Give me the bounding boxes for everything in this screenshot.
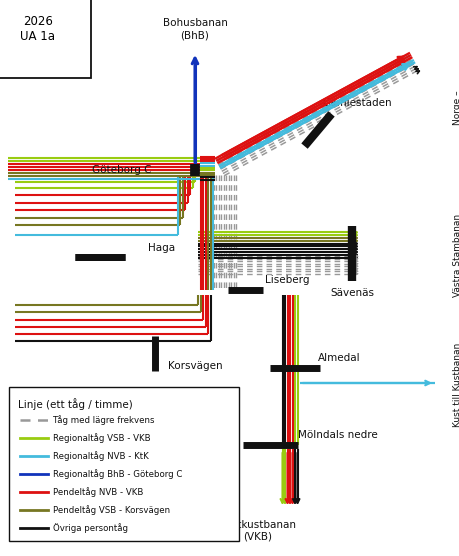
- Text: Haga: Haga: [148, 243, 175, 253]
- FancyBboxPatch shape: [9, 387, 239, 541]
- Text: Övriga persontåg: Övriga persontåg: [53, 523, 128, 533]
- Text: Tåg med lägre frekvens: Tåg med lägre frekvens: [53, 415, 155, 425]
- Text: Västra Stambanan
(VSB): Västra Stambanan (VSB): [453, 214, 459, 296]
- Text: Pendeltåg NVB - VKB: Pendeltåg NVB - VKB: [53, 487, 143, 497]
- Text: Västkustbanan
(VKB): Västkustbanan (VKB): [219, 520, 297, 542]
- Text: Regionaltåg VSB - VKB: Regionaltåg VSB - VKB: [53, 433, 151, 443]
- Text: Liseberg: Liseberg: [265, 275, 309, 285]
- Text: Sävenäs: Sävenäs: [330, 288, 374, 298]
- Text: Almedal: Almedal: [318, 353, 361, 363]
- Text: Bohusbanan
(BhB): Bohusbanan (BhB): [162, 18, 228, 40]
- Text: Mölndals nedre: Mölndals nedre: [298, 430, 378, 440]
- Text: Korsvägen: Korsvägen: [168, 361, 223, 371]
- Text: 2026
UA 1a: 2026 UA 1a: [21, 15, 56, 43]
- Text: Regionaltåg BhB - Göteborg C: Regionaltåg BhB - Göteborg C: [53, 469, 182, 479]
- Text: Pendeltåg VSB - Korsvägen: Pendeltåg VSB - Korsvägen: [53, 505, 170, 515]
- Text: Göteborg C: Göteborg C: [93, 165, 152, 175]
- Text: Gamlestaden: Gamlestaden: [322, 98, 392, 108]
- Text: Regionaltåg NVB - KtK: Regionaltåg NVB - KtK: [53, 451, 149, 461]
- Text: Linje (ett tåg / timme): Linje (ett tåg / timme): [18, 398, 133, 410]
- Text: Norge –
Vänembanan
(NVB): Norge – Vänembanan (NVB): [453, 66, 459, 125]
- Text: Kust till Kustbanan
(KtK): Kust till Kustbanan (KtK): [453, 343, 459, 427]
